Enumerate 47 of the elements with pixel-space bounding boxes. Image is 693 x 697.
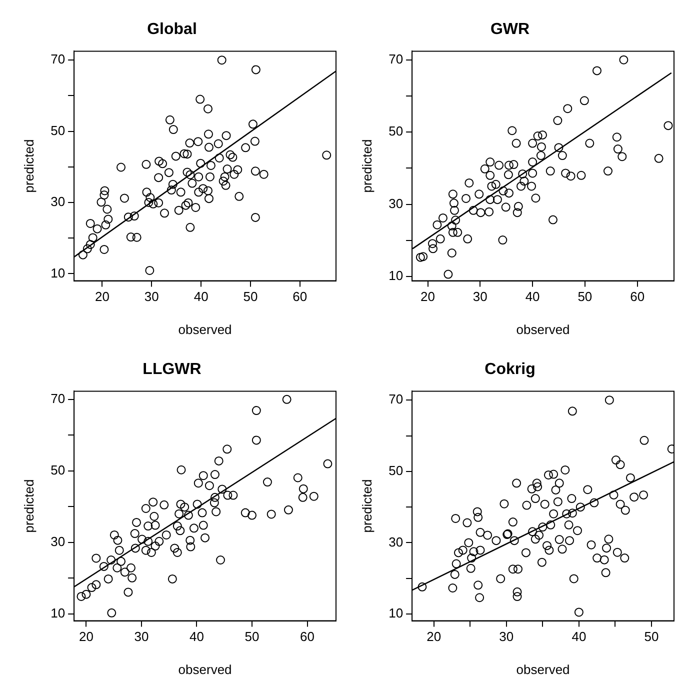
y-tick-label: 70: [388, 51, 404, 66]
y-tick-label: 70: [50, 391, 66, 406]
x-axis-title: observed: [178, 322, 232, 337]
x-tick-label: 50: [578, 289, 592, 304]
x-tick-label: 40: [194, 289, 208, 304]
x-tick-label: 30: [144, 289, 159, 304]
x-tick-label: 30: [134, 629, 149, 644]
x-tick-label: 40: [190, 629, 204, 644]
y-tick-label: 10: [388, 268, 404, 284]
x-tick-label: 40: [525, 289, 540, 304]
y-tick-label: 10: [388, 606, 404, 621]
y-tick-label: 30: [388, 534, 404, 550]
x-tick-label: 20: [426, 629, 442, 644]
y-tick-label: 30: [388, 196, 404, 211]
y-tick-label: 10: [50, 606, 66, 621]
y-axis-title: predicted: [359, 139, 374, 193]
x-tick-label: 50: [243, 289, 258, 304]
x-axis-title: observed: [516, 322, 570, 337]
x-tick-label: 50: [644, 629, 659, 644]
y-axis-title: predicted: [359, 479, 374, 533]
x-tick-label: 40: [572, 629, 586, 644]
y-axis-title: predicted: [21, 479, 36, 533]
y-tick-label: 50: [388, 462, 404, 478]
y-tick-label: 50: [50, 462, 66, 478]
x-axis-title: observed: [516, 662, 570, 677]
y-tick-label: 10: [50, 265, 66, 280]
x-tick-label: 30: [499, 629, 514, 644]
y-axis-title: predicted: [21, 139, 36, 193]
y-tick-label: 30: [50, 194, 66, 210]
x-tick-label: 20: [78, 629, 94, 644]
chart-title: Cokrig: [484, 361, 536, 378]
y-tick-label: 50: [50, 122, 66, 138]
chart-title: GWR: [490, 21, 530, 38]
x-tick-label: 20: [420, 289, 436, 304]
y-tick-label: 70: [50, 52, 66, 67]
y-tick-label: 30: [50, 534, 66, 550]
x-tick-label: 20: [94, 289, 110, 304]
x-axis-title: observed: [178, 662, 232, 677]
chart-title: LLGWR: [142, 361, 202, 378]
y-tick-label: 50: [388, 124, 404, 139]
x-tick-label: 60: [292, 289, 308, 304]
x-tick-label: 60: [300, 629, 314, 644]
y-tick-label: 70: [388, 392, 404, 407]
chart-title: Global: [147, 21, 197, 38]
x-tick-label: 50: [244, 629, 260, 644]
x-tick-label: 30: [472, 289, 488, 304]
x-tick-label: 60: [630, 289, 645, 304]
